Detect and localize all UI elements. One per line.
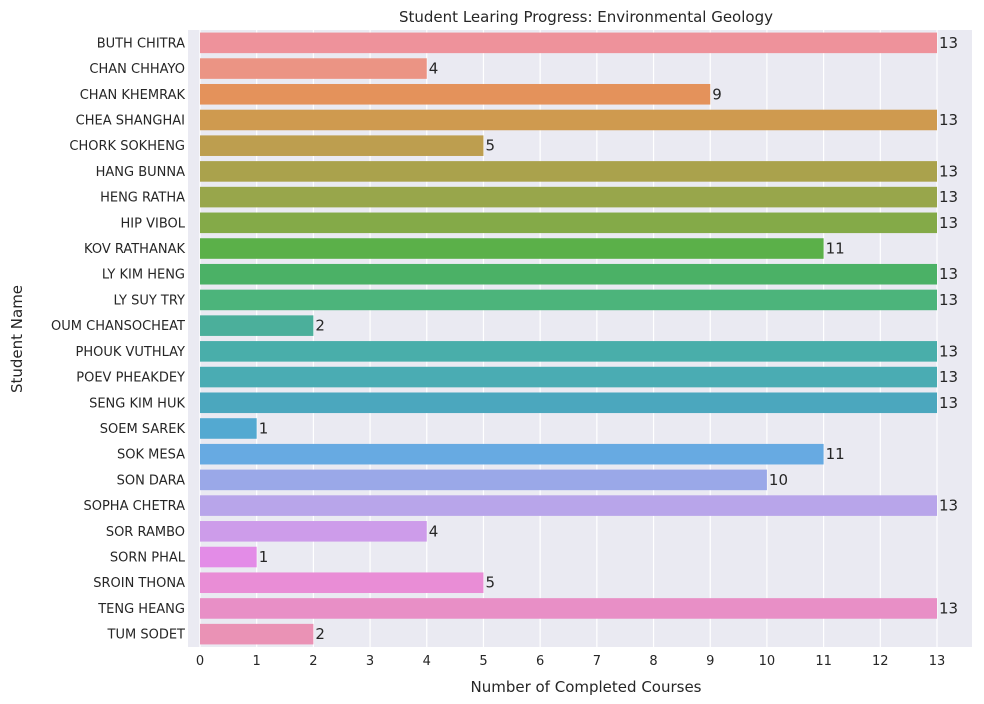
x-tick-label: 11: [815, 654, 832, 669]
bar: [200, 366, 937, 388]
bar: [200, 32, 937, 54]
bar-value-label: 13: [939, 291, 958, 309]
bar: [200, 186, 937, 208]
bar-value-label: 4: [429, 522, 439, 540]
bar: [200, 263, 937, 285]
bar: [200, 289, 937, 311]
x-tick-label: 3: [366, 654, 374, 669]
y-tick-label: SOR RAMBO: [106, 525, 185, 540]
bar: [200, 83, 711, 105]
y-tick-label: SOPHA CHETRA: [83, 499, 185, 514]
bar-value-label: 13: [939, 599, 958, 617]
bar: [200, 521, 427, 542]
y-tick-label: TUM SODET: [107, 628, 186, 643]
x-tick-label: 12: [872, 654, 889, 669]
plot-background: [188, 30, 972, 647]
y-tick-labels: BUTH CHITRA CHAN CHHAYO CHAN KHEMRAK CHEA S…: [51, 36, 186, 642]
y-tick-label: TENG HEANG: [97, 602, 185, 617]
bar: [200, 392, 937, 414]
bar-value-label: 5: [485, 137, 495, 155]
y-tick-label: BUTH CHITRA: [97, 36, 185, 51]
y-tick-label: SOK MESA: [117, 448, 185, 463]
bar-value-label: 13: [939, 368, 958, 386]
bar: [200, 623, 314, 645]
bar: [200, 598, 937, 619]
bar: [200, 58, 427, 79]
y-tick-label: SENG KIM HUK: [89, 396, 185, 411]
bar: [200, 469, 767, 491]
bar-value-label: 11: [826, 240, 845, 258]
chart-title: Student Learing Progress: Environmental …: [399, 8, 773, 26]
x-tick-label: 5: [479, 654, 487, 669]
bar-value-label: 13: [939, 214, 958, 232]
bar: [200, 341, 937, 362]
x-tick-label: 1: [253, 654, 261, 669]
bar-value-label: 4: [429, 60, 439, 78]
bar-value-label: 13: [939, 162, 958, 180]
bar-value-label: 13: [939, 342, 958, 360]
y-tick-label: CHEA SHANGHAI: [76, 113, 185, 128]
x-tick-label: 8: [649, 654, 657, 669]
x-tick-label: 0: [196, 654, 204, 669]
x-tick-label: 13: [929, 654, 946, 669]
bar-value-label: 13: [939, 188, 958, 206]
bar: [200, 495, 937, 516]
bar: [200, 238, 824, 259]
y-tick-label: CHAN KHEMRAK: [80, 88, 186, 103]
bar: [200, 572, 484, 594]
x-axis-label: Number of Completed Courses: [470, 678, 701, 696]
bar-value-label: 2: [315, 625, 325, 643]
bar: [200, 418, 257, 439]
bar-value-label: 13: [939, 265, 958, 283]
x-tick-label: 10: [759, 654, 776, 669]
bar: [200, 315, 314, 336]
bar: [200, 109, 937, 131]
bar-value-label: 1: [259, 548, 269, 566]
y-tick-label: CHORK SOKHENG: [69, 139, 185, 154]
bar-value-label: 2: [315, 317, 325, 335]
x-tick-label: 2: [309, 654, 317, 669]
y-tick-label: OUM CHANSOCHEAT: [51, 319, 185, 334]
y-tick-label: POEV PHEAKDEY: [76, 371, 185, 386]
grid-lines: [199, 30, 938, 647]
y-tick-label: PHOUK VUTHLAY: [75, 345, 185, 360]
y-tick-label: LY SUY TRY: [113, 293, 185, 308]
bar-value-label: 13: [939, 394, 958, 412]
y-tick-label: KOV RATHANAK: [84, 242, 185, 257]
bar: [200, 135, 484, 156]
bar: [200, 212, 937, 234]
bar-value-label: 10: [769, 471, 788, 489]
bar-value-label: 9: [712, 85, 722, 103]
bar-value-label: 1: [259, 419, 269, 437]
y-tick-label: SOEM SAREK: [100, 422, 186, 437]
bar: [200, 443, 824, 465]
bar-value-label: 5: [485, 574, 495, 592]
x-tick-label: 6: [536, 654, 544, 669]
bar-value-label: 11: [826, 445, 845, 463]
x-tick-labels: 0 1 2 3 4 5 6 7 8 9 10 11 12 13: [196, 654, 945, 669]
y-tick-label: CHAN CHHAYO: [89, 62, 185, 77]
y-tick-label: HIP VIBOL: [121, 216, 186, 231]
bar: [200, 546, 257, 568]
y-tick-label: HANG BUNNA: [96, 165, 185, 180]
y-tick-label: LY KIM HENG: [102, 268, 185, 283]
bars: [200, 32, 937, 645]
x-tick-label: 4: [423, 654, 431, 669]
x-tick-label: 9: [706, 654, 714, 669]
y-tick-label: HENG RATHA: [100, 191, 185, 206]
x-tick-label: 7: [593, 654, 601, 669]
bar-value-label: 13: [939, 111, 958, 129]
bar: [200, 161, 937, 182]
y-tick-label: SROIN THONA: [93, 576, 185, 591]
bar-value-label: 13: [939, 497, 958, 515]
y-tick-label: SORN PHAL: [110, 551, 186, 566]
bar-value-label: 13: [939, 34, 958, 52]
y-tick-label: SON DARA: [117, 473, 186, 488]
y-axis-label: Student Name: [8, 285, 26, 393]
